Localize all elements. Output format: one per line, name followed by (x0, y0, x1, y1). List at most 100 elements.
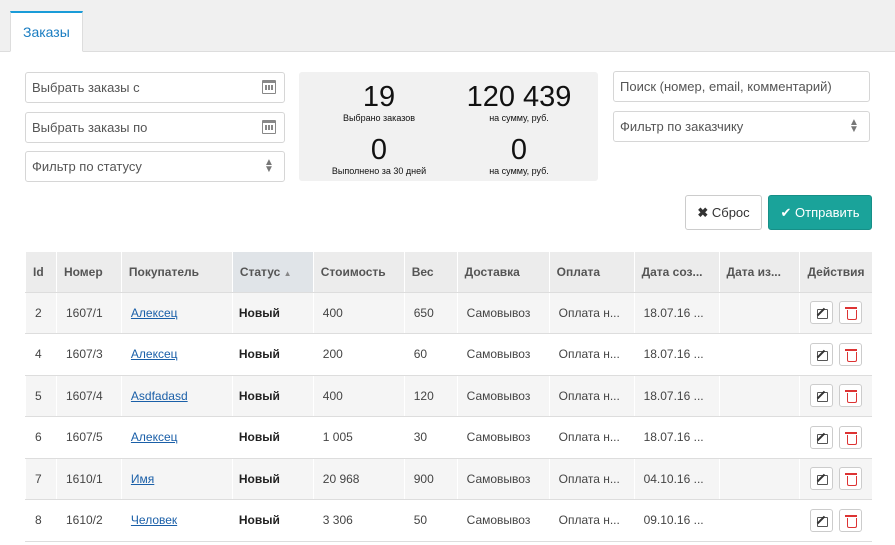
done-stat: 0 Выполнено за 30 дней (299, 134, 459, 176)
edit-icon[interactable] (810, 425, 834, 449)
trash-icon[interactable] (839, 425, 863, 449)
cell-weight: 120 (403, 375, 458, 417)
cell-payment: Оплата н... (548, 458, 635, 500)
send-label: Отправить (795, 205, 860, 220)
cell-id: 6 (25, 416, 57, 459)
cell-modified (718, 499, 800, 542)
cell-delivery: Самовывоз (456, 499, 550, 542)
selected-sum-label: на сумму, руб. (489, 113, 549, 123)
cell-id: 7 (25, 458, 57, 500)
cell-status: Новый (231, 416, 314, 459)
cell-created: 09.10.16 ... (633, 499, 720, 542)
customer-filter-label: Фильтр по заказчику (620, 119, 744, 134)
cell-created: 18.07.16 ... (633, 292, 720, 334)
cell-weight: 50 (403, 499, 458, 542)
customer-filter-select[interactable]: Фильтр по заказчику ▲ ▼ (613, 111, 870, 142)
table-row: 7 1610/1 Имя Новый 20 968 900 Самовывоз Оплата … (25, 458, 872, 500)
cell-customer: Алексец (120, 292, 233, 334)
date-from-field[interactable]: Выбрать заказы с (25, 72, 285, 103)
selected-count: 19 (362, 81, 396, 113)
table-row: 5 1607/4 Asdfadasd Новый 400 120 Самовывоз Опла… (25, 375, 872, 417)
send-button[interactable]: ✔ Отправить (768, 195, 872, 230)
col-delivery[interactable]: Доставка (456, 252, 550, 293)
orders-table: Id Номер Покупатель Статус ▲ Стоимость В… (25, 252, 872, 542)
cell-actions (799, 333, 872, 376)
cell-actions (799, 375, 872, 417)
trash-icon[interactable] (839, 384, 863, 408)
close-icon: ✖ (697, 205, 709, 220)
customer-link[interactable]: Алексец (130, 430, 178, 445)
cell-created: 18.07.16 ... (633, 416, 720, 459)
status-filter-label: Фильтр по статусу (32, 159, 142, 174)
cell-number: 1607/4 (55, 375, 122, 417)
done-count: 0 (370, 134, 388, 166)
cell-customer: Имя (120, 458, 233, 500)
cell-number: 1607/1 (55, 292, 122, 334)
status-filter-select[interactable]: Фильтр по статусу ▲ ▼ (25, 151, 285, 182)
cell-number: 1610/1 (55, 458, 122, 500)
table-row: 8 1610/2 Человек Новый 3 306 50 Самовывоз Оплат… (25, 499, 872, 542)
col-number[interactable]: Номер (55, 252, 122, 293)
cell-created: 18.07.16 ... (633, 333, 720, 376)
done-sum-label: на сумму, руб. (489, 166, 549, 176)
date-from-placeholder: Выбрать заказы с (32, 80, 140, 95)
cell-status: Новый (231, 458, 314, 500)
edit-icon[interactable] (810, 384, 834, 408)
selected-label: Выбрано заказов (342, 113, 416, 123)
col-status-label: Статус (239, 264, 281, 279)
customer-link[interactable]: Алексец (130, 347, 178, 362)
col-id[interactable]: Id (25, 252, 57, 293)
edit-icon[interactable] (810, 342, 834, 366)
done-sum: 0 (510, 134, 528, 166)
col-status[interactable]: Статус ▲ (231, 252, 314, 293)
cell-status: Новый (231, 499, 314, 542)
cell-id: 2 (25, 292, 57, 334)
customer-link[interactable]: Алексец (130, 305, 178, 320)
calendar-icon[interactable] (262, 80, 276, 94)
cell-cost: 20 968 (312, 458, 405, 500)
calendar-icon[interactable] (262, 120, 276, 134)
cell-status: Новый (231, 333, 314, 376)
trash-icon[interactable] (839, 301, 863, 325)
cell-delivery: Самовывоз (456, 333, 550, 376)
customer-link[interactable]: Asdfadasd (130, 388, 188, 403)
edit-icon[interactable] (810, 301, 834, 325)
col-payment[interactable]: Оплата (548, 252, 635, 293)
col-created[interactable]: Дата соз... (633, 252, 720, 293)
tab-orders[interactable]: Заказы (10, 11, 83, 52)
cell-weight: 900 (403, 458, 458, 500)
search-input[interactable]: Поиск (номер, email, комментарий) (613, 71, 870, 102)
cell-modified (718, 416, 800, 459)
trash-icon[interactable] (839, 467, 863, 491)
order-stats: 19 Выбрано заказов 120 439 на сумму, руб… (299, 72, 598, 181)
date-to-field[interactable]: Выбрать заказы по (25, 112, 285, 143)
sort-asc-icon: ▲ (283, 268, 292, 278)
col-cost[interactable]: Стоимость (312, 252, 405, 293)
cell-payment: Оплата н... (548, 416, 635, 459)
sort-arrows-icon: ▲ ▼ (264, 157, 274, 175)
cell-id: 5 (25, 375, 57, 417)
trash-icon[interactable] (839, 342, 863, 366)
check-icon: ✔ (780, 205, 792, 220)
col-weight[interactable]: Вес (403, 252, 458, 293)
cell-weight: 650 (403, 292, 458, 334)
col-customer[interactable]: Покупатель (120, 252, 233, 293)
edit-icon[interactable] (810, 508, 834, 532)
cell-weight: 60 (403, 333, 458, 376)
done-sum-stat: 0 на сумму, руб. (442, 134, 596, 176)
cell-payment: Оплата н... (548, 333, 635, 376)
selected-sum-stat: 120 439 на сумму, руб. (442, 81, 596, 123)
sort-arrows-icon: ▲ ▼ (849, 117, 859, 135)
reset-button[interactable]: ✖ Сброс (685, 195, 762, 230)
cell-customer: Алексец (120, 416, 233, 459)
edit-icon[interactable] (810, 467, 834, 491)
cell-delivery: Самовывоз (456, 292, 550, 334)
trash-icon[interactable] (839, 508, 863, 532)
cell-modified (718, 375, 800, 417)
col-modified[interactable]: Дата из... (718, 252, 800, 293)
customer-link[interactable]: Имя (130, 471, 155, 486)
customer-link[interactable]: Человек (130, 513, 178, 528)
cell-payment: Оплата н... (548, 292, 635, 334)
cell-id: 4 (25, 333, 57, 376)
cell-modified (718, 292, 800, 334)
